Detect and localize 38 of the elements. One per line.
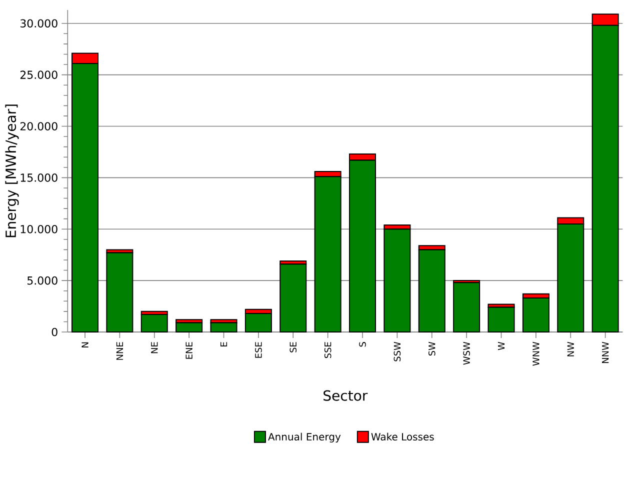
x-tick-label: NE bbox=[151, 342, 158, 354]
bar bbox=[522, 298, 550, 332]
x-tick-label: SE bbox=[290, 342, 297, 352]
legend-label: Annual Energy bbox=[268, 432, 341, 442]
x-tick-label: SSE bbox=[324, 342, 332, 358]
x-tick-label: E bbox=[220, 342, 228, 346]
x-tick-label: NNW bbox=[602, 342, 609, 364]
bar bbox=[280, 264, 307, 332]
bar bbox=[488, 306, 515, 332]
bar bbox=[176, 322, 203, 332]
x-tick-label: WNW bbox=[532, 342, 540, 366]
y-tick-label: 0 bbox=[52, 328, 58, 336]
y-tick-label: 30.000 bbox=[20, 19, 58, 28]
y-tick-label: 20.000 bbox=[20, 122, 58, 130]
x-tick-label: S bbox=[359, 342, 366, 347]
bar bbox=[140, 314, 168, 332]
x-tick-label: W bbox=[498, 342, 505, 350]
x-tick-label: SW bbox=[428, 342, 436, 356]
bar bbox=[453, 282, 480, 332]
x-tick-label: WSW bbox=[463, 342, 470, 365]
x-tick-label: NW bbox=[567, 342, 574, 356]
x-tick-label: SSW bbox=[394, 342, 401, 362]
x-tick-label: ENE bbox=[186, 342, 192, 359]
y-tick-label: 15.000 bbox=[20, 174, 58, 182]
bar bbox=[210, 322, 238, 332]
x-tick-label: ESE bbox=[255, 342, 262, 358]
bar bbox=[106, 252, 134, 332]
x-tick-label: N bbox=[82, 342, 88, 348]
x-axis-title: Sector bbox=[324, 390, 368, 401]
y-tick-label: 10.000 bbox=[20, 224, 58, 234]
bar bbox=[384, 228, 411, 332]
y-axis-title: Energy [MWh/year] bbox=[5, 104, 19, 238]
bar bbox=[244, 312, 272, 332]
y-tick-label: 25.000 bbox=[20, 70, 58, 79]
x-tick-label: NNE bbox=[116, 342, 123, 360]
bar bbox=[418, 249, 446, 332]
legend-label: Wake Losses bbox=[371, 432, 434, 441]
y-tick-label: 5.000 bbox=[27, 276, 58, 285]
